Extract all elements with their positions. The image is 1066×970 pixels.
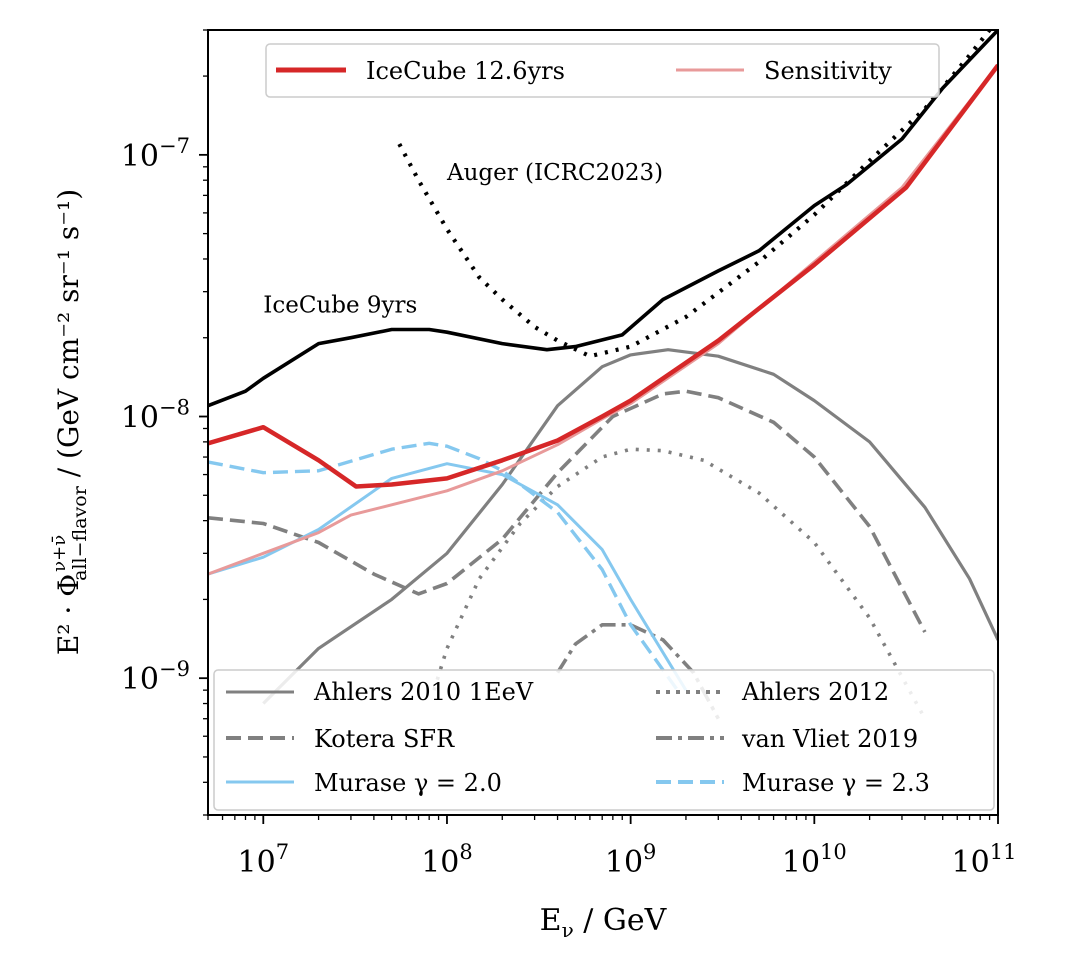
legend-top: IceCube 12.6yrs Sensitivity (265, 43, 940, 98)
legend-label-murase-23: Murase γ = 2.3 (742, 769, 930, 797)
x-tick-label: 109 (605, 840, 657, 880)
y-tick-base: 10 (121, 662, 159, 697)
x-tick-base: 10 (605, 845, 643, 880)
x-axis-label-sub: ν (562, 918, 574, 942)
y-tick-label: 10−9 (121, 657, 190, 697)
legend-label-murase-20: Murase γ = 2.0 (314, 769, 502, 797)
legend-label-icecube-126yrs: IceCube 12.6yrs (366, 57, 565, 85)
legend-label-sensitivity: Sensitivity (764, 57, 892, 85)
series-line-ahlers2010 (262, 348, 998, 705)
y-axis-label: E² · Φν+ν̄all−flavor / (GeV cm⁻² sr⁻¹ s⁻… (49, 189, 91, 655)
annotation-auger: Auger (ICRC2023) (446, 160, 663, 186)
x-tick-exp: 10 (820, 840, 847, 864)
x-axis-label-base: E (540, 903, 562, 938)
annotation-icecube-9yrs: IceCube 9yrs (263, 292, 417, 318)
x-tick-label: 1011 (952, 840, 1017, 880)
series-line-icecube9 (208, 30, 998, 408)
x-axis-label: Eν / GeV (540, 903, 668, 942)
legend-label-ahlers-2010: Ahlers 2010 1EeV (313, 678, 534, 706)
legend-top-box (265, 43, 940, 98)
legend-label-van-vliet: van Vliet 2019 (741, 725, 918, 753)
legend-label-kotera: Kotera SFR (314, 725, 455, 753)
x-tick-label: 1010 (782, 840, 847, 880)
legend-label-ahlers-2012: Ahlers 2012 (741, 678, 889, 706)
series-layer (208, 30, 998, 720)
legend-bottom: Ahlers 2010 1EeV Ahlers 2012 Kotera SFR … (213, 669, 995, 811)
x-tick-exp: 11 (990, 840, 1017, 864)
series-line-sensitivity (208, 64, 998, 576)
x-axis-label-rest: / GeV (574, 903, 668, 938)
plot-frame (207, 29, 999, 816)
x-tick-base: 10 (952, 845, 990, 880)
y-tick-label: 10−8 (121, 396, 190, 436)
x-tick-exp: 9 (643, 840, 656, 864)
y-tick-exp: −9 (159, 657, 190, 681)
x-tick-base: 10 (421, 845, 459, 880)
y-tick-label: 10−7 (121, 134, 190, 174)
y-tick-exp: −7 (159, 134, 190, 158)
y-tick-base: 10 (121, 401, 159, 436)
series-line-murase23 (208, 441, 679, 692)
x-tick-base: 10 (238, 845, 276, 880)
x-tick-exp: 8 (459, 840, 472, 864)
y-axis-label-sub: all−flavor (69, 485, 91, 581)
x-tick-label: 107 (238, 840, 290, 880)
series-line-kotera (208, 389, 927, 633)
y-axis-label-units: / (GeV cm⁻² sr⁻¹ s⁻¹) (52, 189, 85, 486)
x-tick-exp: 7 (276, 840, 289, 864)
series-line-murase20 (208, 462, 688, 691)
x-tick-label: 108 (421, 840, 473, 880)
y-tick-exp: −8 (159, 396, 190, 420)
x-tick-base: 10 (782, 845, 820, 880)
legend-bottom-box (213, 669, 995, 811)
y-tick-base: 10 (121, 139, 159, 174)
series-line-icecube126 (208, 63, 998, 489)
y-axis-label-main: E² · Φ (52, 574, 85, 655)
y-axis-label-sup: ν+ν̄ (49, 535, 70, 572)
